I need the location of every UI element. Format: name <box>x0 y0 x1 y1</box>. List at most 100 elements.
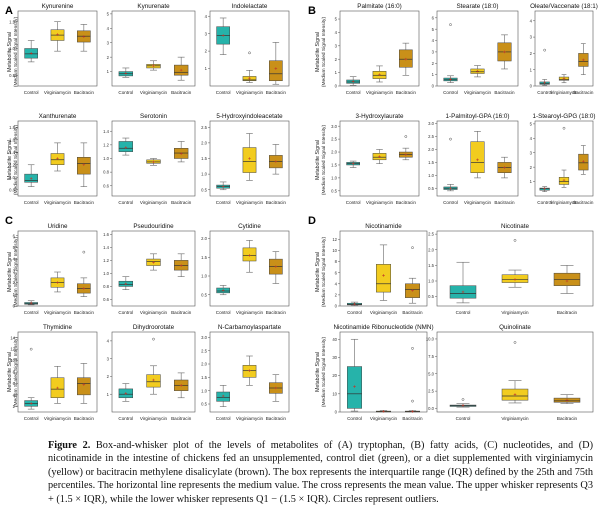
chart-title-nicotinamide-ribonucleotide-nmn: Nicotinamide Ribonucleotide (NMN) <box>333 324 433 331</box>
mean-cross <box>543 81 546 85</box>
y-tick-label: 2.0 <box>201 236 207 241</box>
mean-cross <box>248 157 251 160</box>
panel-letter-C: C <box>5 215 13 227</box>
y-axis-label: Metabolite Signal <box>315 32 321 72</box>
y-tick-label: 2.0 <box>201 362 207 367</box>
y-tick-label: 1.0 <box>428 173 434 178</box>
outlier-point <box>29 347 33 351</box>
x-tick-label: Bacitracin <box>494 200 515 205</box>
y-tick-label: 1.0 <box>103 156 109 161</box>
outlier-point <box>411 246 414 250</box>
figure-caption: Figure 2. Box-and-whisker plot of the le… <box>48 439 593 506</box>
mean-cross <box>82 287 86 290</box>
y-tick-label: 0.5 <box>201 292 207 297</box>
x-tick-label: Virginiamycin <box>370 416 398 421</box>
y-tick-label: 2 <box>530 165 533 170</box>
y-tick-label: 4 <box>335 30 338 35</box>
box-virginiamycin <box>242 147 257 173</box>
mean-cross <box>274 265 278 268</box>
y-axis-label-2: (Medium Scaled Signal Intensity) <box>321 337 327 408</box>
y-tick-label: 2 <box>530 51 533 56</box>
x-tick-label: Control <box>443 200 458 205</box>
y-tick-label: 20 <box>332 373 337 378</box>
y-tick-label: 5 <box>530 121 533 126</box>
x-tick-label: Virginiamycin <box>464 90 492 95</box>
x-tick-label: Control <box>456 310 471 315</box>
y-tick-label: 2 <box>335 292 338 297</box>
y-tick-label: 4 <box>530 18 533 23</box>
y-tick-label: 1 <box>335 70 338 75</box>
y-tick-label: 1.5 <box>201 375 207 380</box>
y-tick-label: 1.5 <box>428 263 434 268</box>
y-axis-label-2: (Medium Scaled Signal Intensity) <box>13 237 19 308</box>
y-tick-label: 0 <box>432 84 435 89</box>
x-tick-label: Control <box>24 310 39 315</box>
y-tick-label: 1.6 <box>103 232 109 237</box>
mean-cross <box>221 34 225 37</box>
x-tick-label: Virginiamycin <box>501 416 529 421</box>
mean-cross <box>378 73 381 76</box>
y-tick-label: 0.5 <box>9 73 15 78</box>
x-tick-label: Bacitracin <box>74 310 95 315</box>
chart-title-n-carbamoylaspartate: N-Carbamoylaspartate <box>218 324 282 331</box>
panel-letter-D: D <box>308 215 316 227</box>
chart-title-kynurenate: Kynurenate <box>137 3 170 10</box>
mean-cross <box>124 72 128 75</box>
chart-title-stearate-18-0: Stearate (18:0) <box>456 3 498 10</box>
mean-cross <box>476 69 479 73</box>
x-tick-label: Bacitracin <box>557 416 578 421</box>
x-tick-label: Control <box>118 310 133 315</box>
x-tick-label: Bacitracin <box>266 310 287 315</box>
mean-cross <box>274 160 278 163</box>
x-tick-label: Bacitracin <box>74 90 95 95</box>
panel-letter-B: B <box>308 5 316 17</box>
outlier-point <box>513 239 517 242</box>
x-tick-label: Control <box>537 200 552 205</box>
y-tick-label: 5 <box>432 27 435 32</box>
x-tick-label: Virginiamycin <box>370 310 398 315</box>
chart-title-1-palmitoyl-gpa-16-0: 1-Palmitoyl-GPA (16:0) <box>446 113 510 120</box>
y-axis-label-2: (Medium Scaled Signal Intensity) <box>321 125 327 196</box>
y-tick-label: 0.5 <box>428 294 434 299</box>
mean-cross <box>56 386 59 390</box>
y-tick-label: 0.6 <box>103 297 109 302</box>
mean-cross <box>29 52 33 55</box>
y-tick-label: 0.0 <box>428 406 434 411</box>
y-tick-label: 4 <box>13 392 16 397</box>
panel-letter-A: A <box>5 5 13 17</box>
x-tick-label: Virginiamycin <box>44 310 72 315</box>
x-tick-label: Bacitracin <box>573 90 594 95</box>
y-axis-label: Metabolite Signal <box>315 252 321 292</box>
mean-cross <box>152 64 155 68</box>
x-tick-label: Virginiamycin <box>140 90 168 95</box>
mean-cross <box>562 77 566 80</box>
y-tick-label: 2 <box>107 55 110 60</box>
mean-cross <box>248 369 251 372</box>
y-tick-label: 1.8 <box>9 125 15 130</box>
y-tick-label: 12 <box>332 237 337 242</box>
y-tick-label: 12 <box>10 347 15 352</box>
mean-cross <box>82 35 86 39</box>
mean-cross <box>562 178 566 182</box>
x-tick-label: Virginiamycin <box>550 90 578 95</box>
y-tick-label: 1 <box>107 69 110 74</box>
y-tick-label: 0.6 <box>103 183 109 188</box>
y-tick-label: 2.5 <box>428 389 434 394</box>
y-tick-label: 5.0 <box>428 371 434 376</box>
y-tick-label: 2 <box>432 61 435 66</box>
x-tick-label: Virginiamycin <box>44 200 72 205</box>
mean-cross <box>404 153 408 156</box>
y-tick-label: 4 <box>107 26 110 31</box>
y-tick-label: 3 <box>335 43 338 48</box>
y-tick-label: 4 <box>107 338 110 343</box>
y-tick-label: 0 <box>335 410 338 415</box>
y-tick-label: 14 <box>10 335 15 340</box>
x-tick-label: Virginiamycin <box>550 200 578 205</box>
y-tick-label: 0 <box>335 84 338 89</box>
mean-cross <box>382 274 385 277</box>
mean-cross <box>221 185 225 188</box>
mean-cross <box>179 264 183 267</box>
y-tick-label: 8 <box>13 370 16 375</box>
x-tick-label: Bacitracin <box>74 200 95 205</box>
y-axis-label: Metabolite Signal <box>7 352 13 392</box>
